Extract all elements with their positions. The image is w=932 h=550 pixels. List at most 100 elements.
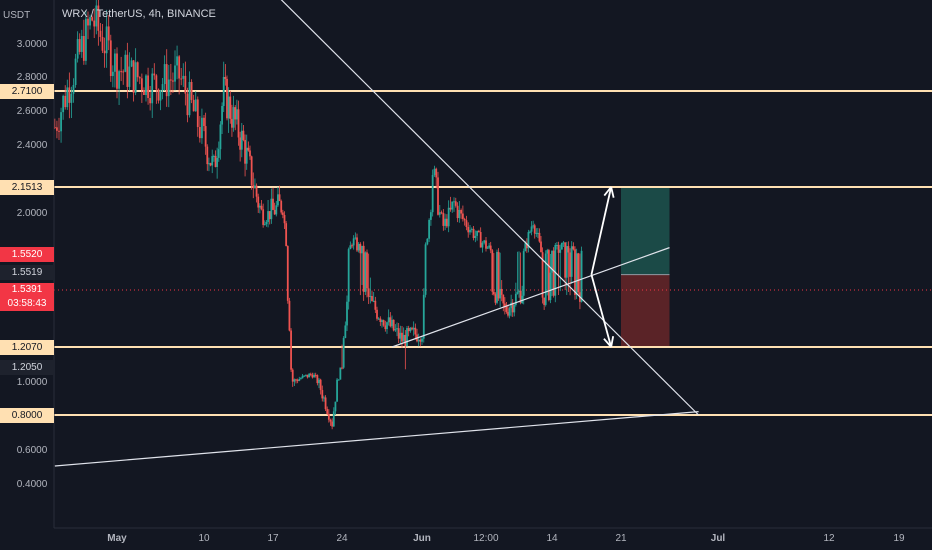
x-tick-label: Jul <box>711 533 726 544</box>
candle-body <box>389 317 392 327</box>
candle-body <box>60 112 62 132</box>
candle-body <box>458 210 461 219</box>
candle-body <box>122 71 125 73</box>
candle-body <box>286 246 289 301</box>
candle-body <box>565 246 568 278</box>
candle-body <box>301 375 304 379</box>
candle-body <box>552 250 555 296</box>
y-tick-label: 2.8000 <box>17 72 48 83</box>
candle-body <box>244 139 246 164</box>
candle-body <box>268 211 271 220</box>
candle-body <box>126 54 129 87</box>
candle-body <box>421 338 423 342</box>
stop-zone[interactable] <box>621 274 670 347</box>
trend-line[interactable] <box>391 247 670 348</box>
candle-body <box>334 401 337 412</box>
candle-body <box>472 228 475 239</box>
candle-body <box>66 87 69 108</box>
candle-body <box>467 227 470 233</box>
candle-body <box>505 306 508 312</box>
candle-body <box>522 251 525 296</box>
candle-body <box>508 308 511 316</box>
candle-body <box>344 325 347 338</box>
candle-body <box>406 328 408 347</box>
candle-body <box>280 201 283 213</box>
candle-body <box>543 297 546 305</box>
drawings[interactable] <box>54 0 700 467</box>
candle-body <box>456 205 459 219</box>
candle-body <box>372 300 375 302</box>
x-tick-label: 14 <box>546 533 558 544</box>
candle-body <box>341 367 343 369</box>
candle-body <box>551 250 553 273</box>
candle-body <box>169 79 172 81</box>
candle-body <box>101 36 104 51</box>
candle-body <box>354 237 357 239</box>
candle-body <box>186 93 189 116</box>
candle-body <box>105 26 108 54</box>
candle-body <box>309 373 312 375</box>
candle-body <box>295 379 297 381</box>
candle-body <box>407 328 410 332</box>
candle-body <box>111 71 114 77</box>
candle-body <box>222 76 225 107</box>
candle-body <box>53 127 56 128</box>
candle-body <box>247 147 250 151</box>
candle-body <box>476 230 479 236</box>
candle-body <box>514 293 517 306</box>
price-badge-text: 1.5391 <box>11 284 43 295</box>
candle-body <box>570 246 573 277</box>
candle-body <box>541 252 544 298</box>
level-price-badge: 2.1513 <box>0 180 54 195</box>
candle-body <box>491 250 494 292</box>
candle-body <box>235 109 238 120</box>
candle-body <box>68 87 71 103</box>
candle-body <box>258 205 261 208</box>
candle-body <box>70 93 73 103</box>
candle-body <box>138 77 141 79</box>
time-axis-ticks: May 10 17 24 Jun 12:00 14 21 Jul 12 19 <box>107 533 905 544</box>
candle-body <box>82 36 85 61</box>
candle-body <box>521 295 524 303</box>
horizontal-levels <box>54 90 932 416</box>
target-zone[interactable] <box>621 187 670 275</box>
price-axis-ticks: 3.0000 2.8000 2.6000 2.4000 2.0000 1.0000 0.60… <box>17 39 48 490</box>
candle-body <box>255 185 258 197</box>
candle-body <box>196 99 199 128</box>
candle-body <box>180 78 183 80</box>
candle-body <box>272 198 274 210</box>
candle-body <box>352 238 355 246</box>
x-tick-label: 12 <box>823 533 835 544</box>
candle-body <box>174 65 176 82</box>
candle-body <box>500 288 503 295</box>
trend-line[interactable] <box>54 411 699 467</box>
candle-body <box>546 250 549 254</box>
candle-body <box>331 421 334 427</box>
candle-body <box>532 225 535 227</box>
candle-body <box>216 157 219 167</box>
projection-arrow[interactable] <box>590 274 613 348</box>
candle-body <box>538 232 541 242</box>
candle-body <box>323 397 325 399</box>
candle-body <box>351 245 353 247</box>
candle-body <box>562 242 565 244</box>
position-tool[interactable] <box>621 187 670 347</box>
projection-arrow[interactable] <box>590 186 613 275</box>
candle-body <box>314 374 317 376</box>
candle-body <box>64 95 67 108</box>
candle-body <box>428 219 431 239</box>
candle-body <box>136 62 139 78</box>
candle-body <box>557 244 560 253</box>
candle-body <box>369 296 372 298</box>
candle-body <box>461 213 464 219</box>
candle-body <box>313 374 315 378</box>
trend-line[interactable] <box>234 0 700 416</box>
candle-body <box>361 245 363 254</box>
candle-body <box>560 242 563 250</box>
candle-body <box>99 30 102 37</box>
candle-body <box>486 247 489 249</box>
candle-body <box>78 39 81 52</box>
candle-body <box>419 339 422 342</box>
y-tick-label: 2.0000 <box>17 208 48 219</box>
